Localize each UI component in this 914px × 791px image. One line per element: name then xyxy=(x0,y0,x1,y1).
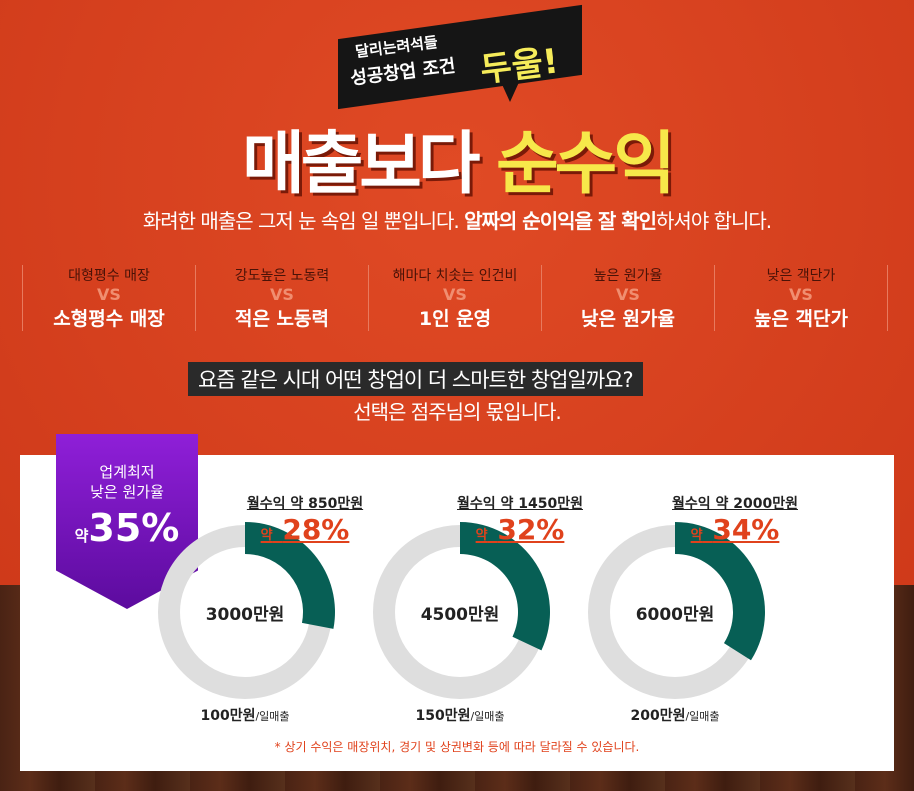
vs-label: VS xyxy=(270,285,294,304)
daily-sales: 200만원/일매출 xyxy=(595,705,755,725)
headline-white: 매출보다 xyxy=(242,125,497,204)
sales-unit: /일매출 xyxy=(470,710,505,723)
comparison-old: 높은 원가율 xyxy=(593,268,663,284)
profit-label: 월수익 약 1450만원 xyxy=(457,496,583,512)
question-line2: 선택은 점주님의 몫입니다. xyxy=(353,400,561,424)
subtitle-pre: 화려한 매출은 그저 눈 속임 일 뿐입니다. xyxy=(142,209,465,233)
percent-value: 34% xyxy=(712,513,780,546)
question-line1: 요즘 같은 시대 어떤 창업이 더 스마트한 창업일까요? xyxy=(188,362,643,396)
comparison-new: 높은 객단가 xyxy=(753,308,848,330)
donut-center-label: 3000만원 xyxy=(205,605,285,625)
subtitle: 화려한 매출은 그저 눈 속임 일 뿐입니다. 알짜의 순이익을 잘 확인하셔야… xyxy=(0,205,914,234)
comparison-item: 낮은 객단가 VS 높은 객단가 xyxy=(714,265,888,331)
vs-label: VS xyxy=(97,285,121,304)
sales-value: 150만원 xyxy=(415,708,471,724)
percent-value: 32% xyxy=(497,513,565,546)
subtitle-bold: 알짜의 순이익을 잘 확인 xyxy=(464,209,657,233)
percent-prefix: 약 xyxy=(260,528,273,543)
comparison-new: 낮은 원가율 xyxy=(580,308,675,330)
comparison-item: 높은 원가율 VS 낮은 원가율 xyxy=(541,265,714,331)
vs-label: VS xyxy=(789,285,813,304)
sales-unit: /일매출 xyxy=(255,710,290,723)
ribbon-prefix: 약 xyxy=(74,527,89,545)
disclaimer-note: * 상기 수익은 매장위치, 경기 및 상권변화 등에 따라 달라질 수 있습니… xyxy=(274,740,640,754)
daily-sales: 150만원/일매출 xyxy=(380,705,540,725)
donut-center-label: 6000만원 xyxy=(635,605,715,625)
donut-center-label: 4500만원 xyxy=(420,605,500,625)
profit-label: 월수익 약 850만원 xyxy=(246,496,364,512)
comparison-new: 소형평수 매장 xyxy=(53,308,165,330)
daily-sales: 100만원/일매출 xyxy=(165,705,325,725)
donut-segment xyxy=(675,522,766,661)
headline-yellow: 순수익 xyxy=(496,125,676,204)
ribbon-line1: 업계최저 xyxy=(99,463,155,481)
vs-label: VS xyxy=(443,285,467,304)
sales-value: 100만원 xyxy=(200,708,256,724)
headline: 매출보다 순수익 xyxy=(0,108,914,207)
comparison-item: 강도높은 노동력 VS 적은 노동력 xyxy=(195,265,368,331)
comparison-row: 대형평수 매장 VS 소형평수 매장 강도높은 노동력 VS 적은 노동력 해마다 치솟… xyxy=(22,265,888,331)
sales-unit: /일매출 xyxy=(685,710,720,723)
percent-prefix: 약 xyxy=(475,528,488,543)
ribbon-value: 35% xyxy=(88,506,180,550)
comparison-old: 낮은 객단가 xyxy=(766,268,836,284)
speech-bubble-tail xyxy=(500,80,520,102)
donut-segment xyxy=(460,522,550,651)
comparison-old: 대형평수 매장 xyxy=(68,268,150,284)
comparison-new: 적은 노동력 xyxy=(234,308,329,330)
comparison-new: 1인 운영 xyxy=(418,308,492,330)
comparison-item: 대형평수 매장 VS 소형평수 매장 xyxy=(22,265,195,331)
comparison-old: 강도높은 노동력 xyxy=(234,268,330,284)
subtitle-post: 하셔야 합니다. xyxy=(656,209,772,233)
vs-label: VS xyxy=(616,285,640,304)
percent-prefix: 약 xyxy=(690,528,703,543)
comparison-old: 해마다 치솟는 인건비 xyxy=(392,268,518,284)
percent-value: 28% xyxy=(282,513,350,546)
donut-segment xyxy=(245,522,335,629)
comparison-item: 해마다 치솟는 인건비 VS 1인 운영 xyxy=(368,265,541,331)
ribbon-line2: 낮은 원가율 xyxy=(90,483,164,501)
profit-label: 월수익 약 2000만원 xyxy=(672,496,798,512)
sales-value: 200만원 xyxy=(630,708,686,724)
